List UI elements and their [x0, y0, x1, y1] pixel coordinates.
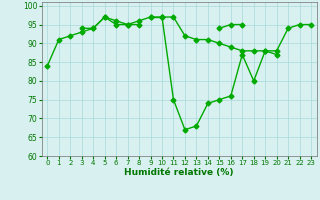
X-axis label: Humidité relative (%): Humidité relative (%) [124, 168, 234, 177]
